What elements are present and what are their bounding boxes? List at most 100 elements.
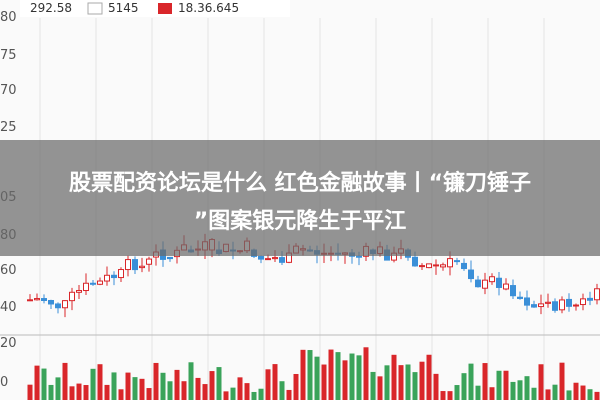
volume-bar — [104, 384, 110, 400]
candle-body — [489, 276, 495, 283]
volume-bar — [69, 386, 75, 400]
axis-label: 25 — [0, 120, 17, 135]
volume-bar — [97, 364, 103, 400]
volume-bar — [426, 354, 432, 400]
candle-body — [559, 299, 565, 311]
volume-bar — [153, 362, 159, 400]
candle-body — [272, 257, 278, 260]
volume-bar — [41, 368, 47, 400]
volume-bar — [251, 391, 257, 400]
candle-body — [132, 259, 138, 271]
volume-bar — [559, 362, 565, 400]
volume-bar — [580, 385, 586, 400]
candle-body — [447, 258, 453, 268]
candle-body — [55, 303, 61, 309]
volume-bar — [132, 377, 138, 400]
volume-bar — [272, 364, 278, 400]
volume-bar — [377, 376, 383, 400]
candle-body — [475, 279, 481, 288]
volume-bar — [237, 377, 243, 400]
axis-label: 40 — [0, 300, 17, 315]
candle-body — [538, 303, 544, 308]
volume-bar — [307, 350, 313, 400]
candle-body — [48, 300, 54, 305]
volume-bar — [482, 363, 488, 400]
volume-bar — [300, 349, 306, 400]
volume-bars — [27, 347, 600, 400]
volume-bar — [125, 372, 131, 400]
volume-bar — [433, 373, 439, 400]
title-line: 股票配资论坛是什么 红色金融故事丨“镰刀锤子 — [69, 170, 531, 196]
volume-bar — [384, 365, 390, 400]
volume-bar — [321, 364, 327, 400]
candle-body — [69, 291, 75, 302]
volume-bar — [244, 383, 250, 400]
candle-body — [258, 255, 264, 260]
volume-bar — [188, 362, 194, 400]
candle-body — [90, 282, 96, 285]
candle-body — [419, 265, 425, 268]
volume-bar — [538, 364, 544, 400]
candle-body — [27, 299, 33, 302]
candle-body — [139, 265, 145, 269]
volume-bar — [160, 372, 166, 400]
volume-bar — [195, 377, 201, 400]
candle-body — [104, 274, 110, 282]
volume-bar — [118, 389, 124, 400]
legend-swatch — [87, 2, 103, 15]
volume-bar — [405, 364, 411, 400]
volume-bar — [167, 381, 173, 400]
candle-body — [76, 290, 82, 293]
title-line: ”图案银元降生于平江 — [194, 208, 406, 234]
candle-body — [41, 298, 47, 302]
volume-bar — [363, 347, 369, 400]
volume-bar — [594, 391, 600, 400]
volume-bar — [83, 385, 89, 400]
candle-body — [510, 285, 516, 297]
candle-body — [111, 274, 117, 279]
volume-bar — [349, 353, 355, 400]
volume-bar — [258, 388, 264, 400]
candle-body — [552, 301, 558, 311]
axis-label: 80 — [0, 10, 17, 25]
axis-label: 75 — [0, 48, 17, 63]
volume-bar — [447, 391, 453, 400]
candle-body — [118, 269, 124, 279]
volume-bar — [76, 383, 82, 400]
volume-bar — [552, 384, 558, 400]
volume-bar — [55, 377, 61, 400]
volume-bar — [265, 369, 271, 400]
header-value: 18.36.645 — [178, 1, 239, 15]
volume-bar — [181, 381, 187, 400]
volume-bar — [202, 384, 208, 400]
candle-body — [265, 258, 271, 261]
candle-body — [34, 298, 40, 301]
volume-bar — [496, 370, 502, 400]
candle-body — [440, 264, 446, 268]
candle-body — [97, 280, 103, 285]
volume-bar — [328, 349, 334, 400]
title-banner — [0, 140, 600, 256]
volume-bar — [48, 384, 54, 400]
volume-bar — [356, 355, 362, 400]
candle-body — [587, 297, 593, 301]
candle-body — [461, 262, 467, 270]
candle-body — [573, 304, 579, 307]
candle-body — [517, 296, 523, 299]
legend-swatch — [158, 3, 172, 14]
volume-bar — [489, 387, 495, 400]
axis-label: 60 — [0, 263, 17, 278]
volume-bar — [146, 388, 152, 400]
volume-bar — [279, 381, 285, 400]
candle-body — [468, 269, 474, 280]
volume-bar — [475, 385, 481, 400]
volume-bar — [517, 380, 523, 400]
volume-bar — [230, 387, 236, 400]
volume-bar — [370, 371, 376, 400]
axis-label: 0 — [0, 375, 8, 390]
candle-body — [524, 297, 530, 306]
volume-bar — [90, 368, 96, 400]
candle-body — [279, 257, 285, 263]
volume-bar — [62, 362, 68, 400]
